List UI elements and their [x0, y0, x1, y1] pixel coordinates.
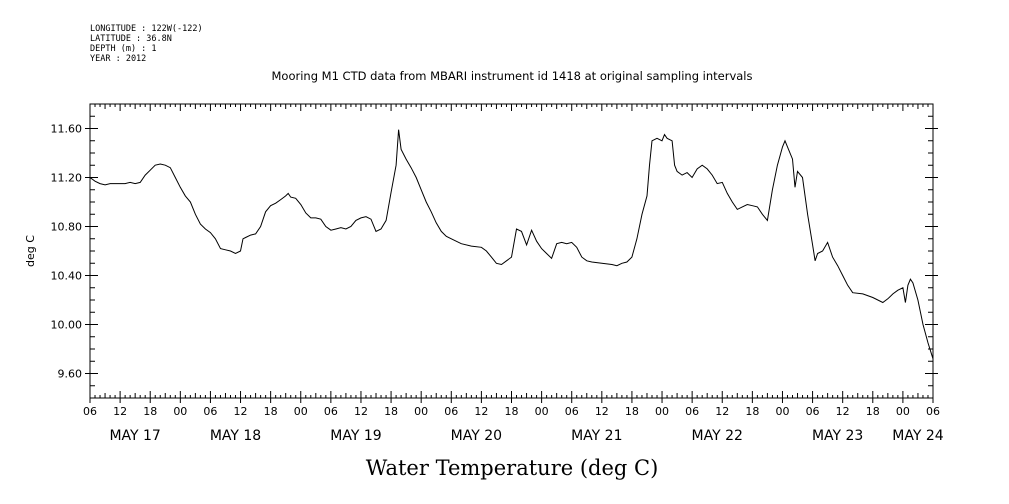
x-tick-label: 00 [775, 405, 789, 418]
day-label: MAY 21 [571, 428, 622, 444]
x-tick-label: 12 [715, 405, 729, 418]
plot-frame [89, 103, 934, 399]
x-tick-label: 00 [173, 405, 187, 418]
x-tick-label: 18 [745, 405, 759, 418]
x-tick-label: 00 [896, 405, 910, 418]
x-tick-label: 12 [113, 405, 127, 418]
x-axis-label: Water Temperature (deg C) [366, 456, 659, 480]
x-tick-label: 18 [143, 405, 157, 418]
x-tick-label: 18 [384, 405, 398, 418]
x-tick-label: 00 [414, 405, 428, 418]
x-tick-label: 06 [324, 405, 338, 418]
chart-title: Mooring M1 CTD data from MBARI instrumen… [272, 69, 753, 83]
y-tick-label: 11.20 [51, 172, 83, 185]
y-tick-label: 11.60 [51, 123, 83, 136]
day-label: MAY 19 [330, 428, 381, 444]
x-tick-label: 12 [234, 405, 248, 418]
x-tick-label: 12 [836, 405, 850, 418]
x-tick-label: 12 [354, 405, 368, 418]
x-tick-label: 18 [625, 405, 639, 418]
x-tick-label: 12 [474, 405, 488, 418]
day-label: MAY 18 [210, 428, 261, 444]
y-ticks [85, 115, 938, 387]
longitude-label: LONGITUDE : 122W(-122) [90, 24, 203, 34]
day-label: MAY 17 [109, 428, 160, 444]
x-tick-label: 06 [685, 405, 699, 418]
day-label: MAY 23 [812, 428, 863, 444]
x-tick-label: 06 [83, 405, 97, 418]
x-top-ticks [89, 104, 934, 111]
x-tick-label: 18 [505, 405, 519, 418]
day-label: MAY 24 [892, 428, 943, 444]
x-tick-label: 12 [595, 405, 609, 418]
y-tick-label: 9.60 [58, 368, 83, 381]
x-tick-label: 06 [806, 405, 820, 418]
x-tick-label: 06 [926, 405, 940, 418]
depth-label: DEPTH (m) : 1 [90, 44, 157, 54]
x-tick-label: 06 [444, 405, 458, 418]
y-tick-labels: 9.60 10.00 10.40 10.80 11.20 11.60 [51, 123, 83, 381]
day-labels: MAY 17 MAY 18 MAY 19 MAY 20 MAY 21 MAY 22 MAY … [109, 428, 943, 444]
y-tick-label: 10.80 [51, 221, 83, 234]
y-tick-label: 10.40 [51, 270, 83, 283]
x-tick-label: 00 [535, 405, 549, 418]
y-axis-label: deg C [24, 235, 37, 267]
x-tick-label: 18 [866, 405, 880, 418]
x-bottom-ticks [89, 391, 934, 403]
metadata-block: LONGITUDE : 122W(-122) LATITUDE : 36.8N … [90, 24, 203, 64]
x-tick-label: 06 [203, 405, 217, 418]
latitude-label: LATITUDE : 36.8N [90, 34, 172, 44]
x-tick-label: 18 [264, 405, 278, 418]
x-tick-label: 06 [565, 405, 579, 418]
y-tick-label: 10.00 [51, 319, 83, 332]
x-tick-label: 00 [655, 405, 669, 418]
x-tick-labels: 06 12 18 00 06 12 18 00 06 12 18 00 06 12 18 00 06 12 18 00… [83, 405, 940, 418]
water-temperature-line [89, 129, 934, 359]
x-tick-label: 00 [294, 405, 308, 418]
day-label: MAY 20 [451, 428, 502, 444]
day-label: MAY 22 [692, 428, 743, 444]
year-label: YEAR : 2012 [90, 54, 146, 64]
